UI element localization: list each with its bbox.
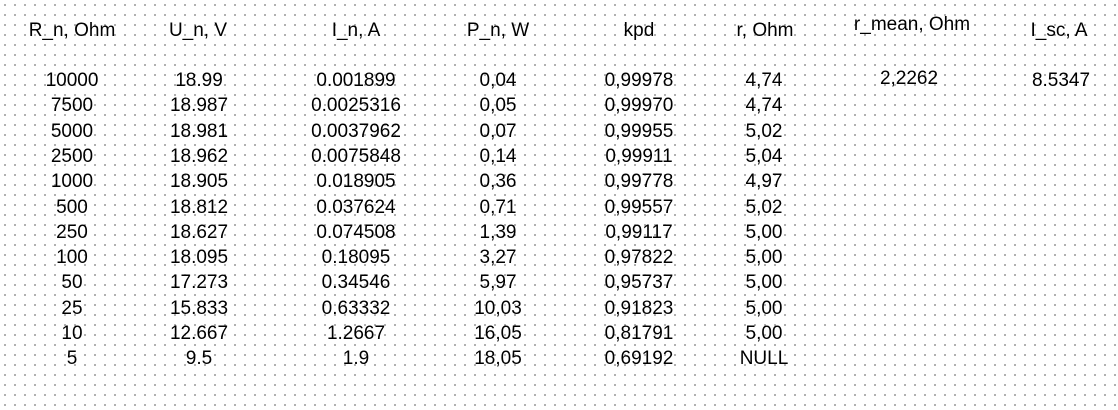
kpd-cell: 0,99911 [605, 145, 673, 167]
u-n-cell: 18.99 [175, 70, 223, 91]
i-n-cell: 0.18095 [321, 247, 391, 269]
r-n-cell: 1000 [50, 171, 94, 193]
kpd-cell: 0,99955 [604, 120, 674, 142]
r-cell: 5,04 [745, 145, 783, 167]
header-r-mean: r_mean, Ohm [853, 14, 971, 35]
header-i-sc: I_sc, A [1030, 20, 1088, 41]
p-n-cell: 0,07 [479, 120, 517, 142]
i-n-cell: 0.0037962 [311, 120, 401, 142]
r-n-cell: 7500 [50, 95, 94, 117]
header-p-n: P_n, W [466, 20, 530, 41]
r-n-cell: 500 [56, 196, 88, 218]
r-cell: 5,00 [745, 272, 783, 294]
kpd-cell: 0,69192 [604, 348, 674, 370]
i-n-cell: 0.001899 [316, 70, 396, 91]
i-n-cell: 0.0075848 [311, 145, 401, 167]
header-i-n: I_n, A [331, 20, 381, 41]
p-n-cell: 0,05 [479, 95, 517, 117]
r-n-cell: 2500 [50, 145, 94, 167]
header-r-n: R_n, Ohm [28, 20, 116, 41]
r-n-cell: 250 [56, 221, 88, 243]
p-n-cell: 0,71 [479, 196, 517, 218]
p-n-cell: 0,04 [479, 70, 517, 91]
r-n-cell: 100 [56, 247, 88, 269]
r-n-cell: 5 [66, 348, 78, 370]
u-n-cell: 18.987 [169, 95, 229, 117]
r-cell: NULL [739, 348, 789, 370]
p-n-cell: 1,39 [479, 221, 517, 243]
i-sc-value: 8.5347 [1031, 70, 1091, 91]
r-n-cell: 50 [61, 272, 83, 294]
r-cell: 4,74 [745, 95, 783, 117]
kpd-cell: 0,99117 [605, 221, 673, 243]
kpd-cell: 0,99978 [604, 70, 674, 91]
r-cell: 5,00 [745, 247, 783, 269]
p-n-cell: 3,27 [479, 247, 517, 269]
kpd-cell: 0,99557 [604, 196, 674, 218]
r-n-cell: 25 [61, 297, 83, 319]
u-n-cell: 12.667 [169, 323, 229, 344]
kpd-cell: 0,97822 [604, 247, 674, 269]
i-n-cell: 1.9 [342, 348, 370, 370]
p-n-cell: 10,03 [474, 297, 522, 319]
i-n-cell: 0.0025316 [311, 95, 401, 117]
i-n-cell: 0.63332 [321, 297, 391, 319]
r-cell: 5,00 [745, 221, 783, 243]
header-kpd: kpd [623, 20, 655, 41]
i-n-cell: 1.2667 [326, 323, 386, 344]
p-n-cell: 0,36 [479, 171, 517, 193]
u-n-cell: 17.273 [169, 272, 229, 294]
u-n-cell: 9.5 [185, 348, 213, 370]
i-n-cell: 0.34546 [321, 272, 391, 294]
u-n-cell: 18.905 [169, 171, 229, 193]
u-n-cell: 15.833 [169, 297, 229, 319]
r-n-cell: 10 [61, 323, 83, 344]
r-cell: 5,00 [745, 297, 783, 319]
kpd-cell: 0,99778 [604, 171, 674, 193]
r-n-cell: 5000 [50, 120, 94, 142]
i-n-cell: 0.037624 [316, 196, 396, 218]
kpd-cell: 0,95737 [604, 272, 674, 294]
r-mean-value: 2,2262 [879, 68, 939, 89]
r-cell: 5,00 [745, 323, 783, 344]
i-n-cell: 0.018905 [316, 171, 396, 193]
header-u-n: U_n, V [168, 20, 228, 41]
r-cell: 5,02 [745, 196, 783, 218]
p-n-cell: 18,05 [474, 348, 522, 370]
r-cell: 5,02 [745, 120, 783, 142]
p-n-cell: 16,05 [474, 323, 522, 344]
r-cell: 4,74 [745, 70, 783, 91]
header-r: r, Ohm [736, 20, 794, 41]
kpd-cell: 0,91823 [604, 297, 674, 319]
u-n-cell: 18.962 [169, 145, 229, 167]
u-n-cell: 18.812 [169, 196, 229, 218]
kpd-cell: 0,99970 [604, 95, 674, 117]
kpd-cell: 0,81791 [604, 323, 674, 344]
r-n-cell: 10000 [45, 70, 99, 91]
p-n-cell: 0,14 [479, 145, 517, 167]
i-n-cell: 0.074508 [316, 221, 396, 243]
u-n-cell: 18.627 [169, 221, 229, 243]
u-n-cell: 18.981 [169, 120, 229, 142]
p-n-cell: 5,97 [479, 272, 517, 294]
u-n-cell: 18.095 [169, 247, 229, 269]
r-cell: 4,97 [745, 171, 783, 193]
